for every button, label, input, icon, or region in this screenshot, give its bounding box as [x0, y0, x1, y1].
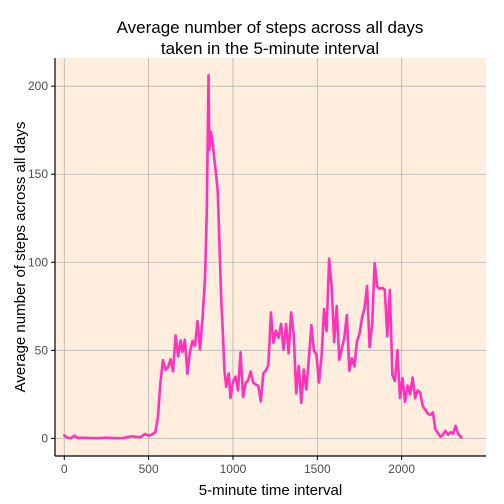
chart-title-line-1: Average number of steps across all days: [117, 18, 424, 37]
x-tick-label: 1500: [304, 462, 331, 476]
x-tick-label: 1000: [220, 462, 247, 476]
y-tick-label: 150: [28, 167, 48, 181]
y-tick-label: 200: [28, 79, 48, 93]
y-tick-label: 100: [28, 255, 48, 269]
chart-title-line-2: taken in the 5-minute interval: [161, 39, 379, 58]
y-axis-label: Average number of steps across all days: [12, 122, 29, 393]
x-tick-label: 0: [61, 462, 68, 476]
x-tick-label: 500: [139, 462, 159, 476]
series-line: [62, 73, 463, 440]
x-tick-label: 2000: [388, 462, 415, 476]
x-axis-ticks: 0 500 1000 1500 2000: [61, 456, 415, 476]
y-tick-label: 0: [41, 431, 48, 445]
y-tick-label: 50: [35, 343, 49, 357]
y-axis-ticks: 0 50 100 150 200: [28, 79, 55, 445]
x-axis-label: 5-minute time interval: [199, 482, 342, 499]
